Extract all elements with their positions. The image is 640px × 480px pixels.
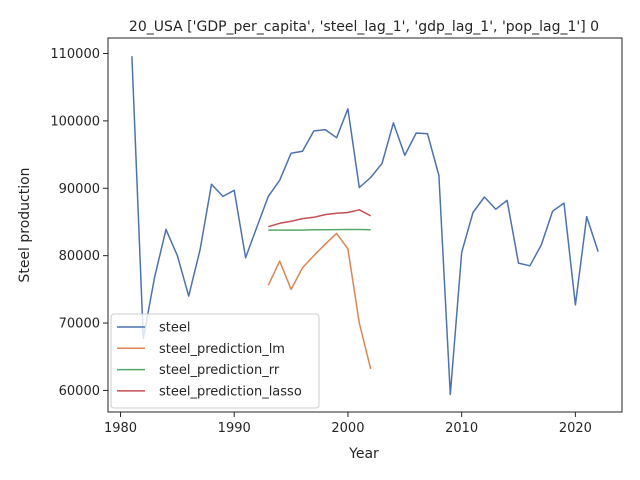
- x-tick-label: 1990: [218, 421, 251, 436]
- y-axis-ticks: 60000 70000 80000 90000 100000 110000: [50, 47, 108, 399]
- y-tick-label: 100000: [50, 114, 100, 129]
- x-tick-label: 2000: [331, 421, 364, 436]
- series-line-steel-prediction-rr: [268, 228, 371, 231]
- y-tick-label: 90000: [59, 182, 100, 197]
- legend-label: steel_prediction_lasso: [159, 384, 302, 399]
- y-tick-label: 80000: [59, 249, 100, 264]
- series-line-steel-prediction-lm: [267, 232, 372, 370]
- x-tick-label: 2020: [559, 421, 592, 436]
- legend: steel steel_prediction_lm steel_prediction…: [110, 313, 320, 409]
- y-axis-label: Steel production: [17, 167, 33, 282]
- legend-label: steel_prediction_rr: [159, 363, 280, 378]
- series-lines: [131, 56, 599, 396]
- y-tick-label: 110000: [50, 47, 100, 62]
- x-axis-label: Year: [348, 446, 379, 462]
- series-line-steel: [131, 56, 599, 396]
- y-tick-label: 60000: [59, 384, 100, 399]
- x-tick-label: 2010: [445, 421, 478, 436]
- plot-area: [107, 37, 623, 413]
- x-tick-label: 1980: [104, 421, 137, 436]
- legend-box: [110, 313, 320, 409]
- y-tick-label: 70000: [59, 317, 100, 332]
- series-line-steel-prediction-lasso: [268, 209, 372, 228]
- legend-label: steel: [159, 321, 190, 336]
- x-axis-ticks: 1980 1990 2000 2010 2020: [104, 412, 592, 436]
- plot-frame: [107, 37, 623, 413]
- chart-title: 20_USA ['GDP_per_capita', 'steel_lag_1',…: [129, 19, 599, 35]
- legend-label: steel_prediction_lm: [159, 342, 285, 357]
